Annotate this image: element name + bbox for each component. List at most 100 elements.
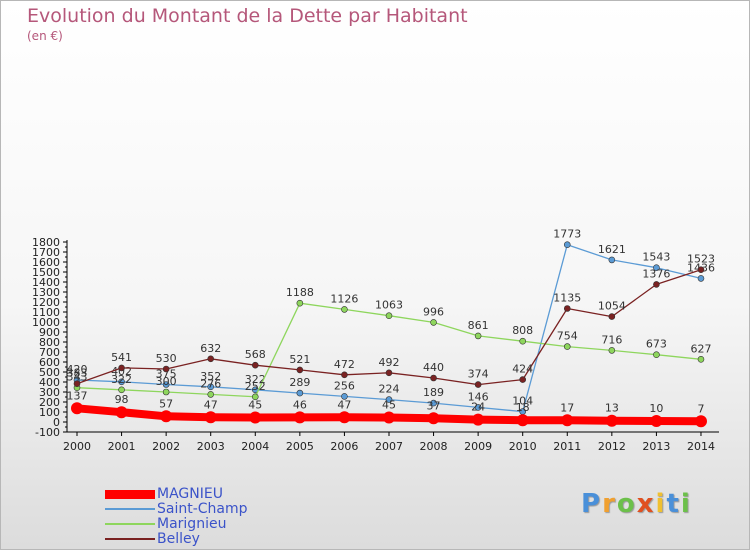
- data-point-magnieu: [650, 415, 663, 427]
- y-tick-label: 1000: [32, 316, 60, 329]
- x-tick-label: 2008: [420, 440, 448, 453]
- legend-label: Saint-Champ: [157, 501, 248, 517]
- x-tick-label: 2004: [241, 440, 269, 453]
- data-point-marignieu: [162, 388, 170, 396]
- y-tick-label: 600: [39, 356, 60, 369]
- data-label-magnieu: 57: [159, 397, 173, 410]
- data-point-magnieu: [71, 402, 83, 415]
- x-tick-label: 2003: [197, 440, 225, 453]
- data-point-saint-champ: [162, 381, 170, 388]
- data-point-belley: [563, 305, 571, 312]
- y-tick-label: 200: [39, 396, 60, 409]
- data-label-saint-champ: 1543: [642, 251, 670, 264]
- y-tick-label: 1100: [32, 306, 60, 319]
- data-point-saint-champ: [474, 404, 482, 411]
- data-point-magnieu: [115, 406, 128, 419]
- data-point-magnieu: [516, 414, 529, 427]
- data-label-magnieu: 10: [649, 402, 663, 415]
- data-point-belley: [296, 366, 304, 374]
- data-point-belley: [207, 355, 215, 363]
- y-tick-label: 1800: [32, 236, 60, 249]
- data-label-saint-champ: 256: [334, 379, 355, 392]
- data-label-saint-champ: 146: [468, 390, 489, 403]
- logo-letter: P: [581, 489, 603, 519]
- data-label-magnieu: 137: [67, 389, 88, 402]
- data-label-belley: 1054: [598, 300, 626, 313]
- chart-title: Evolution du Montant de la Dette par Hab…: [27, 5, 468, 27]
- data-label-saint-champ: 420: [67, 363, 88, 376]
- legend-label: Marignieu: [157, 516, 227, 532]
- data-label-marignieu: 252: [245, 380, 266, 393]
- data-point-marignieu: [563, 343, 571, 350]
- data-label-belley: 440: [423, 361, 444, 374]
- data-label-marignieu: 996: [423, 305, 444, 318]
- x-tick-label: 2014: [687, 440, 715, 453]
- legend-swatch: [105, 538, 155, 540]
- x-tick-label: 2000: [63, 440, 91, 453]
- x-tick-label: 2009: [464, 440, 492, 453]
- data-label-magnieu: 47: [337, 398, 351, 411]
- data-point-magnieu: [605, 414, 618, 427]
- data-label-saint-champ: 352: [200, 370, 221, 383]
- y-tick-label: 1500: [32, 266, 60, 279]
- data-label-belley: 541: [111, 351, 132, 364]
- y-tick-label: 1600: [32, 256, 60, 269]
- data-label-belley: 383: [67, 367, 88, 380]
- data-point-belley: [653, 281, 660, 288]
- x-tick-label: 2012: [598, 440, 626, 453]
- y-tick-label: 1700: [32, 246, 60, 259]
- data-point-marignieu: [341, 306, 348, 313]
- data-label-marignieu: 808: [512, 324, 533, 337]
- data-label-belley: 492: [378, 356, 399, 369]
- data-point-belley: [73, 380, 81, 388]
- data-label-marignieu: 276: [200, 377, 221, 390]
- data-point-belley: [341, 371, 348, 379]
- data-point-magnieu: [472, 413, 485, 426]
- data-label-marignieu: 673: [646, 338, 667, 351]
- data-point-saint-champ: [118, 378, 125, 386]
- y-tick-label: 700: [39, 346, 60, 359]
- data-label-saint-champ: 289: [289, 376, 310, 389]
- data-label-marignieu: 716: [601, 333, 622, 346]
- data-label-magnieu: 7: [697, 402, 704, 415]
- data-point-belley: [519, 376, 527, 383]
- y-tick-label: 800: [39, 336, 60, 349]
- data-label-saint-champ: 224: [378, 383, 399, 396]
- y-tick-label: 1300: [32, 286, 60, 299]
- data-label-magnieu: 18: [516, 401, 530, 414]
- data-label-saint-champ: 1621: [598, 243, 626, 256]
- data-point-marignieu: [430, 319, 437, 326]
- logo-letter: t: [666, 489, 681, 519]
- data-point-magnieu: [561, 414, 574, 427]
- data-label-magnieu: 46: [293, 398, 307, 411]
- data-point-belley: [608, 313, 616, 320]
- data-label-belley: 1523: [687, 253, 715, 266]
- data-point-marignieu: [653, 351, 660, 359]
- data-label-belley: 568: [245, 348, 266, 361]
- unit-label: (en €): [27, 29, 63, 43]
- legend-swatch: [105, 489, 155, 499]
- data-point-magnieu: [338, 411, 351, 424]
- logo-letter: i: [655, 489, 667, 519]
- data-point-belley: [474, 381, 482, 388]
- data-point-saint-champ: [385, 396, 393, 403]
- data-label-magnieu: 17: [560, 401, 574, 414]
- data-point-belley: [251, 361, 259, 369]
- data-label-belley: 521: [289, 353, 310, 366]
- data-point-saint-champ: [207, 383, 215, 391]
- y-tick-label: 1400: [32, 276, 60, 289]
- data-label-belley: 472: [334, 358, 355, 371]
- data-label-belley: 424: [512, 363, 533, 376]
- data-point-marignieu: [697, 355, 705, 363]
- data-label-magnieu: 45: [382, 399, 396, 412]
- data-label-marignieu: 343: [67, 371, 88, 384]
- y-tick-label: 1200: [32, 296, 60, 309]
- data-label-marignieu: 1188: [286, 286, 314, 299]
- proxiti-logo: Proxiti: [581, 489, 692, 519]
- data-point-marignieu: [474, 332, 482, 340]
- data-point-saint-champ: [341, 393, 348, 400]
- data-point-saint-champ: [430, 399, 437, 407]
- data-label-belley: 374: [468, 368, 489, 381]
- data-label-magnieu: 47: [204, 398, 218, 411]
- data-label-magnieu: 24: [471, 401, 485, 414]
